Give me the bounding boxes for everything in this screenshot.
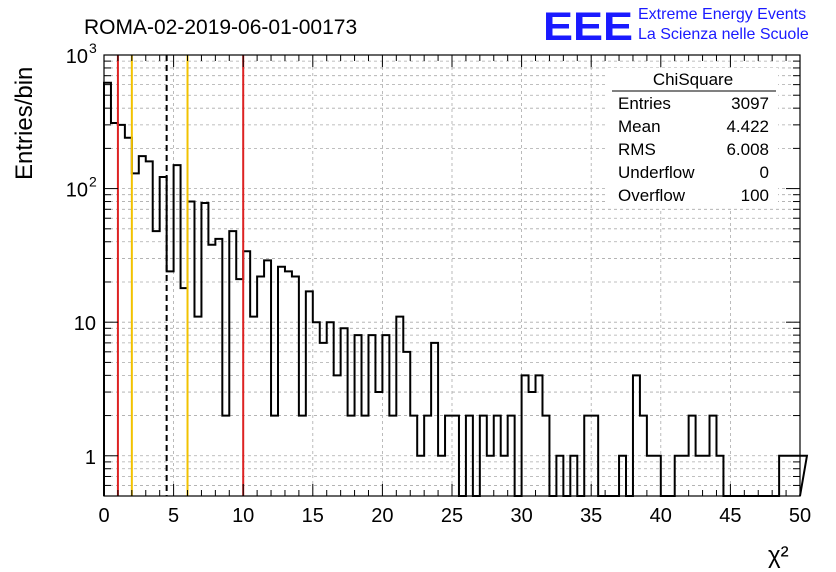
- logo-line-2: La Scienza nelle Scuole: [638, 26, 809, 43]
- stats-label-entries: Entries: [618, 94, 671, 113]
- x-tick-label: 0: [98, 505, 109, 527]
- stats-value-entries: 3097: [731, 94, 769, 113]
- y-tick-label-exponent: 3: [89, 40, 97, 56]
- y-tick-label: 10: [66, 180, 88, 202]
- x-tick-label: 50: [789, 505, 811, 527]
- reference-lines: [116, 55, 245, 496]
- stats-value-overflow: 100: [741, 186, 769, 205]
- x-tick-label: 45: [719, 505, 741, 527]
- y-tick-label: 10: [74, 313, 96, 335]
- x-tick-label: 30: [510, 505, 532, 527]
- y-tick-label: 10: [66, 46, 88, 68]
- logo-line-1: Extreme Energy Events: [638, 6, 806, 23]
- stats-label-overflow: Overflow: [618, 186, 686, 205]
- stats-value-underflow: 0: [760, 163, 769, 182]
- x-tick-label: 20: [371, 505, 393, 527]
- x-tick-label: 35: [580, 505, 602, 527]
- y-tick-label-exponent: 2: [89, 174, 97, 190]
- y-tick-label: 1: [85, 447, 96, 469]
- stats-label-rms: RMS: [618, 140, 656, 159]
- stats-label-underflow: Underflow: [618, 163, 695, 182]
- histogram: [103, 81, 809, 497]
- stats-label-mean: Mean: [618, 117, 661, 136]
- chart-title: ROMA-02-2019-06-01-00173: [84, 16, 357, 39]
- x-tick-label: 5: [168, 505, 179, 527]
- logo-mark: EEE: [543, 5, 633, 49]
- stats-value-mean: 4.422: [726, 117, 769, 136]
- y-axis-label: Entries/bin: [11, 67, 38, 180]
- x-tick-label: 25: [441, 505, 463, 527]
- x-tick-label: 40: [650, 505, 672, 527]
- x-axis-label: χ²: [768, 542, 789, 569]
- eee-logo: EEE Extreme Energy Events La Scienza nel…: [543, 5, 809, 49]
- stats-value-rms: 6.008: [726, 140, 769, 159]
- x-tick-label: 10: [232, 505, 254, 527]
- x-tick-label: 15: [302, 505, 324, 527]
- x-tick-labels: 0 5 10 15 20 25 30 35 40 45 50: [98, 505, 811, 527]
- stats-box: ChiSquare Entries 3097 Mean 4.422 RMS 6.…: [608, 68, 778, 208]
- stats-title: ChiSquare: [653, 70, 733, 89]
- histogram-outline: [103, 81, 809, 497]
- axis-ticks: [103, 55, 801, 497]
